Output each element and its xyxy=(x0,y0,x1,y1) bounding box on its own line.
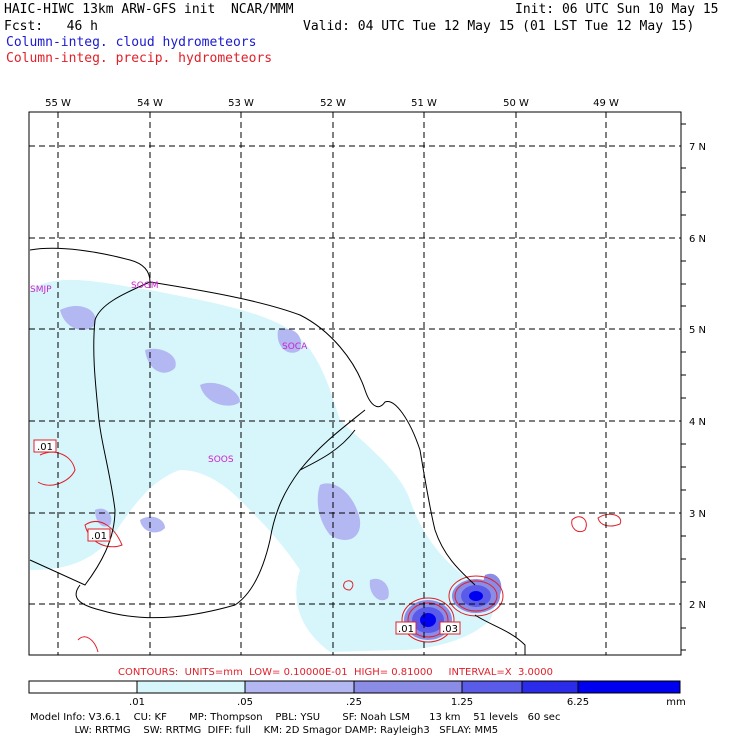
lon-label-51w: 51 W xyxy=(411,98,437,109)
lat-label-4n: 4 N xyxy=(689,417,706,428)
lon-label-52w: 52 W xyxy=(320,98,346,109)
model-info-line1: Model Info: V3.6.1 CU: KF MP: Thompson P… xyxy=(30,712,561,723)
colorbar-swatch xyxy=(244,680,355,694)
contour-label: .03 xyxy=(442,624,458,635)
model-info-line2: LW: RRTMG SW: RRTMG DIFF: full KM: 2D Sm… xyxy=(30,725,499,736)
station-sogm: SOGM xyxy=(131,281,159,291)
lon-label-49w: 49 W xyxy=(593,98,619,109)
colorbar-tick-label: 1.25 xyxy=(451,697,473,708)
colorbar-swatch xyxy=(461,680,523,694)
longitude-labels: 55 W 54 W 53 W 52 W 51 W 50 W 49 W xyxy=(45,98,619,109)
lat-label-2n: 2 N xyxy=(689,600,706,611)
colorbar-tick-label: .05 xyxy=(237,697,253,708)
colorbar-swatch xyxy=(353,680,463,694)
station-labels: SMJP SOGM SOCA SOOS xyxy=(30,281,308,465)
contour-value-labels: .01 .01 .01 .03 xyxy=(33,439,461,635)
colorbar-units: mm xyxy=(666,697,685,708)
valid-time: Valid: 04 UTC Tue 12 May 15 (01 LST Tue … xyxy=(303,19,695,34)
colorbar-tick-label: 6.25 xyxy=(567,697,589,708)
model-title: HAIC-HIWC 13km ARW-GFS init NCAR/MMM xyxy=(4,2,294,17)
colorbar-swatch xyxy=(577,680,681,694)
station-soca: SOCA xyxy=(282,342,308,352)
colorbar-swatch xyxy=(136,680,246,694)
lon-label-50w: 50 W xyxy=(503,98,529,109)
station-soos: SOOS xyxy=(208,455,234,465)
lat-label-3n: 3 N xyxy=(689,509,706,520)
contour-label: .01 xyxy=(91,531,107,542)
init-time: Init: 06 UTC Sun 10 May 15 xyxy=(515,2,719,17)
contour-info: CONTOURS: UNITS=mm LOW= 0.10000E-01 HIGH… xyxy=(118,667,553,678)
colorbar-tick-label: .25 xyxy=(346,697,362,708)
lon-label-53w: 53 W xyxy=(228,98,254,109)
contour-label: .01 xyxy=(398,624,414,635)
right-tick-marks xyxy=(681,123,686,651)
lat-label-5n: 5 N xyxy=(689,325,706,336)
contour-label: .01 xyxy=(37,442,53,453)
lat-label-6n: 6 N xyxy=(689,234,706,245)
lon-label-54w: 54 W xyxy=(137,98,163,109)
colorbar: .01 .05 .25 1.25 6.25 mm xyxy=(28,680,686,708)
precip-field-title: Column-integ. precip. hydrometeors xyxy=(6,51,273,66)
colorbar-swatch xyxy=(28,680,138,694)
station-smjp: SMJP xyxy=(30,285,52,295)
forecast-hour: Fcst: 46 h xyxy=(4,19,98,34)
latitude-labels: 7 N 6 N 5 N 4 N 3 N 2 N xyxy=(689,142,706,611)
colorbar-swatch xyxy=(521,680,579,694)
cloud-field-title: Column-integ. cloud hydrometeors xyxy=(6,35,257,50)
lon-label-55w: 55 W xyxy=(45,98,71,109)
lat-label-7n: 7 N xyxy=(689,142,706,153)
coastlines-borders xyxy=(29,247,526,655)
lat-lon-grid xyxy=(29,112,681,655)
colorbar-tick-label: .01 xyxy=(129,697,145,708)
